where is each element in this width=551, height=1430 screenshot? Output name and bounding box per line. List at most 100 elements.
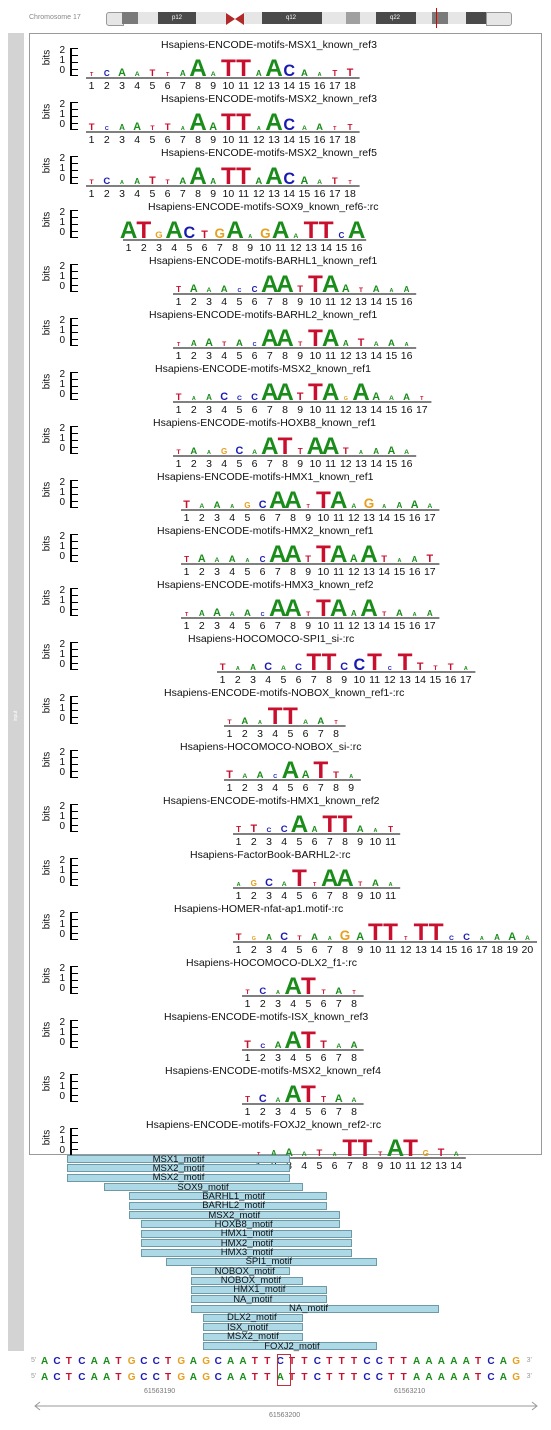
strand-5-label: 5' xyxy=(31,1357,37,1364)
nucleotide: C xyxy=(53,1372,61,1383)
y-tick-label: 1 xyxy=(59,703,65,714)
logo-letter: T xyxy=(268,703,283,730)
x-tick-label: 1 xyxy=(176,350,182,362)
y-tick-label: 2 xyxy=(59,585,65,596)
motif-bar[interactable] xyxy=(104,1183,303,1192)
motif-bar[interactable] xyxy=(191,1276,303,1285)
nucleotide: C xyxy=(140,1372,148,1383)
x-tick-label: 10 xyxy=(310,404,322,416)
y-axis xyxy=(70,534,78,562)
x-tick-label: 17 xyxy=(329,80,341,92)
logo-letter: C xyxy=(259,499,267,511)
track-side-bar[interactable]: input xyxy=(8,33,24,1351)
motif-bar[interactable] xyxy=(203,1323,303,1332)
x-tick-label: 13 xyxy=(435,1160,447,1172)
nucleotide: A xyxy=(413,1372,421,1383)
x-tick-label: 9 xyxy=(377,1160,383,1172)
logo-letter: T xyxy=(433,665,438,672)
motif-bar-label: MSX2_motif xyxy=(152,1162,205,1174)
y-axis xyxy=(70,264,78,292)
motif-bar[interactable] xyxy=(191,1295,328,1304)
x-tick-label: 12 xyxy=(400,944,412,956)
nucleotide: T xyxy=(264,1372,271,1383)
motif-bar[interactable] xyxy=(129,1201,328,1210)
x-tick-label: 4 xyxy=(281,836,287,848)
y-axis xyxy=(70,750,78,778)
logo-letter: A xyxy=(189,109,207,136)
motif-logo: Hsapiens-HOCOMOCO-DLX2_f1-:rc bits 2 1 0 T 1 C 2… xyxy=(30,957,541,1011)
motif-bar[interactable] xyxy=(141,1229,353,1238)
x-tick-label: 3 xyxy=(206,458,212,470)
motif-bar[interactable] xyxy=(191,1285,328,1294)
x-tick-label: 5 xyxy=(305,998,311,1010)
strand-3-label: 3' xyxy=(526,1357,532,1364)
nucleotide: A xyxy=(450,1356,458,1367)
motif-bar[interactable] xyxy=(203,1313,303,1322)
x-tick-label: 2 xyxy=(191,458,197,470)
logo-letter: A xyxy=(302,1151,307,1158)
logo-letter: A xyxy=(190,446,197,457)
logo-letter: T xyxy=(332,176,338,187)
sequence-logo: T1G2A3C4T5A6A7G8A9T10T11T12T13T14C15C16A… xyxy=(233,919,537,956)
motif-bar[interactable] xyxy=(67,1155,291,1163)
x-tick-label: 15 xyxy=(299,80,311,92)
x-tick-label: 12 xyxy=(290,242,302,254)
logo-letter: A xyxy=(237,882,241,888)
x-tick-label: 4 xyxy=(221,404,227,416)
motif-bar[interactable] xyxy=(203,1332,303,1341)
logo-letter: T xyxy=(298,447,303,456)
motif-logo: Hsapiens-ENCODE-motifs-BARHL2_known_ref1… xyxy=(30,309,541,363)
variant-highlight[interactable] xyxy=(277,1354,291,1386)
motif-bar[interactable] xyxy=(191,1304,439,1313)
motif-bar[interactable] xyxy=(141,1220,340,1229)
motif-logo-title: Hsapiens-ENCODE-motifs-BARHL2_known_ref1 xyxy=(149,309,378,321)
motif-logo: Hsapiens-ENCODE-motifs-ISX_known_ref3 bit… xyxy=(30,1011,541,1065)
motif-bar[interactable] xyxy=(191,1267,291,1276)
coordinate-scale xyxy=(34,1401,538,1411)
motif-bar-label: SPI1_motif xyxy=(245,1256,293,1268)
motif-bar-label: HOXB8_motif xyxy=(214,1218,273,1230)
y-tick-label: 1 xyxy=(59,325,65,336)
motif-bar[interactable] xyxy=(166,1257,377,1266)
centromere xyxy=(226,12,244,25)
logo-letter: T xyxy=(201,229,208,241)
motif-logo-title: Hsapiens-HOMER-nfat-ap1.motif-:rc xyxy=(174,903,344,915)
x-tick-label: 2 xyxy=(242,782,248,794)
x-tick-label: 3 xyxy=(275,998,281,1010)
y-axis xyxy=(70,1020,78,1048)
logo-letter: A xyxy=(322,271,340,298)
logo-letter: C xyxy=(283,170,295,188)
motif-bar[interactable] xyxy=(129,1211,340,1220)
motif-bar[interactable] xyxy=(67,1164,291,1173)
motif-bar[interactable] xyxy=(203,1342,377,1350)
logo-letter: T xyxy=(404,936,408,942)
logo-letter: A xyxy=(207,450,211,456)
band-label: q22 xyxy=(390,15,401,21)
motif-bar[interactable] xyxy=(141,1248,353,1257)
x-tick-label: 13 xyxy=(355,404,367,416)
nucleotide: C xyxy=(363,1372,371,1383)
motif-bar[interactable] xyxy=(141,1239,353,1248)
logo-letter: A xyxy=(317,716,324,727)
x-tick-label: 9 xyxy=(305,566,311,578)
x-tick-label: 2 xyxy=(242,728,248,740)
x-tick-label: 1 xyxy=(176,458,182,470)
motif-bar[interactable] xyxy=(129,1192,328,1201)
y-tick-label: 1 xyxy=(59,1081,65,1092)
strand-3-label: 3' xyxy=(526,1373,532,1380)
motif-bar[interactable] xyxy=(67,1173,291,1182)
x-tick-label: 2 xyxy=(235,674,241,686)
logo-letter: C xyxy=(251,392,258,403)
nucleotide: T xyxy=(289,1372,296,1383)
y-tick-label: 2 xyxy=(59,747,65,758)
y-tick-label: 1 xyxy=(59,433,65,444)
x-tick-label: 11 xyxy=(325,404,336,416)
x-tick-label: 5 xyxy=(236,458,242,470)
x-tick-label: 16 xyxy=(461,944,473,956)
coordinate-axis: 61563190 61563210 61563200 xyxy=(31,1388,541,1428)
x-tick-label: 8 xyxy=(195,188,201,200)
